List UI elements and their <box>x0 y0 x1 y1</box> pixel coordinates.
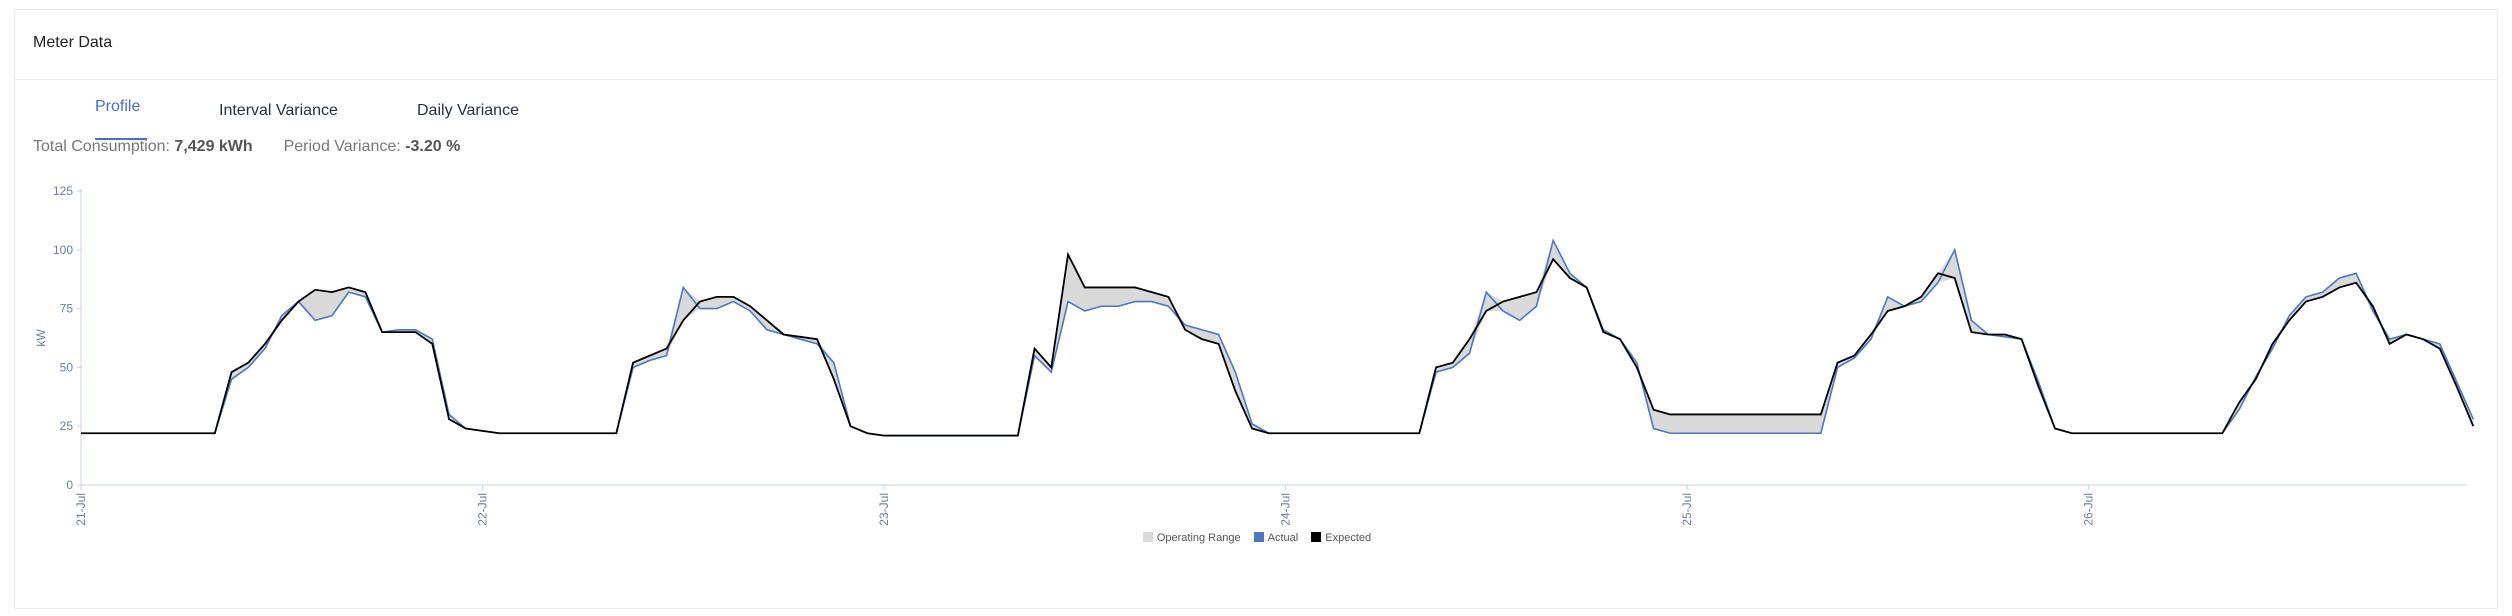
period-variance-value: -3.20 % <box>405 138 461 155</box>
x-tick-label: 26-Jul <box>2082 493 2096 526</box>
y-tick-label: 50 <box>60 360 74 374</box>
y-axis-label: kW <box>34 329 48 347</box>
y-tick-label: 125 <box>53 184 73 198</box>
operating-range-swatch <box>1142 532 1153 542</box>
legend-item-actual[interactable]: Actual <box>1253 532 1298 544</box>
y-tick-label: 0 <box>66 478 73 492</box>
summary-line: Total Consumption: 7,429 kWh Period Vari… <box>33 138 460 156</box>
y-tick-label: 100 <box>53 243 73 257</box>
expected-line <box>81 251 2475 437</box>
x-tick-label: 21-Jul <box>74 493 88 526</box>
meter-data-card: Meter Data Profile Interval Variance Dai… <box>14 9 2498 609</box>
total-consumption-value: 7,429 kWh <box>174 138 253 155</box>
actual-line <box>81 238 2475 437</box>
x-tick-label: 23-Jul <box>877 493 891 526</box>
chart-legend: Operating Range Actual Expected <box>15 532 2499 544</box>
y-tick-label: 75 <box>60 302 74 316</box>
legend-item-operating-range[interactable]: Operating Range <box>1142 532 1241 544</box>
total-consumption-label: Total Consumption: <box>33 138 170 155</box>
tab-interval-variance[interactable]: Interval Variance <box>219 102 338 119</box>
operating-range-area <box>81 240 2474 436</box>
y-tick-label: 25 <box>60 419 74 433</box>
card-title: Meter Data <box>33 34 113 51</box>
card-header: Meter Data <box>15 10 2497 80</box>
period-variance-label: Period Variance: <box>283 138 401 155</box>
tab-daily-variance[interactable]: Daily Variance <box>417 102 519 119</box>
x-tick-label: 22-Jul <box>476 493 490 526</box>
legend-item-expected[interactable]: Expected <box>1311 532 1371 544</box>
actual-swatch <box>1253 532 1264 542</box>
x-tick-label: 25-Jul <box>1680 493 1694 526</box>
x-tick-label: 24-Jul <box>1279 493 1293 526</box>
meter-profile-chart: 0 25 50 75 100 125 kW 21-Jul 22-Jul 23-Jul 24-Jul 2… <box>34 184 2475 526</box>
tab-profile[interactable]: Profile <box>95 96 147 140</box>
expected-swatch <box>1311 532 1322 542</box>
